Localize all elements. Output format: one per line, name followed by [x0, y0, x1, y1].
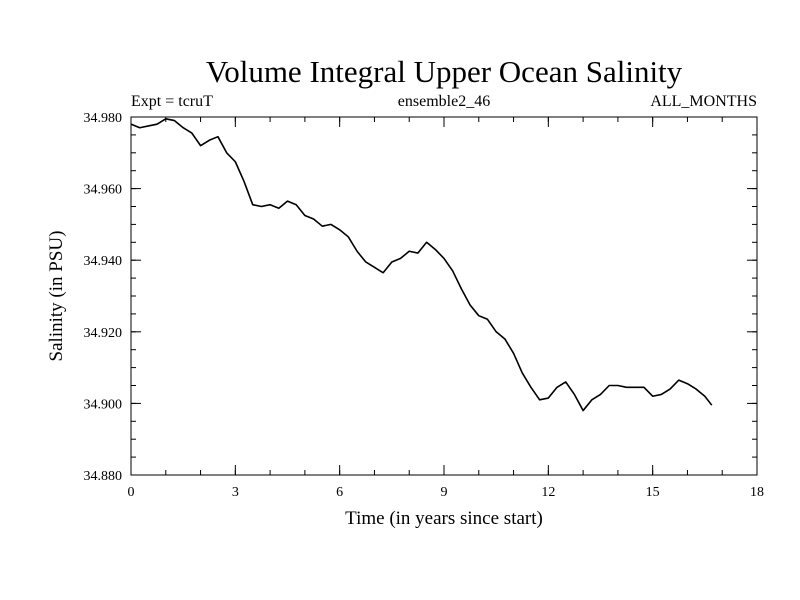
x-axis-label: Time (in years since start)	[345, 508, 543, 529]
x-tick-label: 18	[750, 485, 764, 500]
x-tick-labels: 0 3 6 9 12 15 18	[128, 485, 765, 500]
x-tick-label: 0	[128, 485, 135, 500]
tick-marks	[130, 116, 758, 476]
series-line-salinity	[130, 117, 713, 412]
x-tick-label: 12	[541, 485, 555, 500]
y-tick-label: 34.920	[84, 326, 123, 341]
x-tick-label: 3	[232, 485, 239, 500]
x-tick-label: 6	[336, 485, 343, 500]
y-tick-label: 34.940	[84, 254, 123, 269]
subtitle-experiment: Expt = tcruT	[131, 93, 213, 110]
y-tick-label: 34.880	[84, 469, 123, 484]
x-tick-label: 15	[646, 485, 660, 500]
y-tick-label: 34.900	[84, 397, 123, 412]
y-tick-label: 34.960	[84, 183, 123, 198]
y-tick-label: 34.980	[84, 111, 123, 126]
chart-title: Volume Integral Upper Ocean Salinity	[206, 54, 683, 89]
subtitle-ensemble: ensemble2_46	[398, 93, 490, 110]
y-tick-labels: 34.880 34.900 34.920 34.940 34.960 34.980	[84, 111, 123, 484]
x-tick-label: 9	[441, 485, 448, 500]
plot-frame	[130, 116, 758, 476]
subtitle-months: ALL_MONTHS	[650, 93, 757, 110]
y-axis-label: Salinity (in PSU)	[46, 231, 67, 362]
